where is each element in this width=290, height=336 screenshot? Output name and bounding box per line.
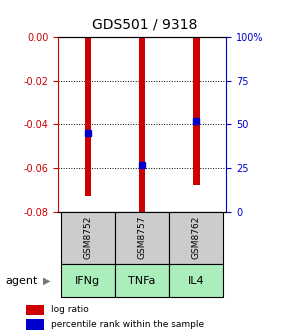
Bar (169, 212, 224, 264)
Bar (26, 319, 44, 330)
Bar (115, 212, 169, 264)
Bar (61, 212, 115, 264)
Bar (85, 37, 91, 196)
Bar (139, 37, 145, 212)
Text: GSM8757: GSM8757 (137, 216, 147, 259)
Text: IFNg: IFNg (75, 276, 100, 286)
Bar (115, 264, 169, 297)
Bar (169, 264, 224, 297)
Bar (193, 37, 200, 185)
Text: GDS501 / 9318: GDS501 / 9318 (92, 18, 198, 32)
Bar (61, 264, 115, 297)
Bar (26, 304, 44, 315)
Text: IL4: IL4 (188, 276, 205, 286)
Text: log ratio: log ratio (51, 305, 89, 314)
Text: percentile rank within the sample: percentile rank within the sample (51, 320, 204, 329)
Text: agent: agent (6, 276, 38, 286)
Text: GSM8752: GSM8752 (83, 216, 92, 259)
Text: GSM8762: GSM8762 (192, 216, 201, 259)
Text: TNFa: TNFa (128, 276, 156, 286)
Text: ▶: ▶ (43, 276, 51, 286)
